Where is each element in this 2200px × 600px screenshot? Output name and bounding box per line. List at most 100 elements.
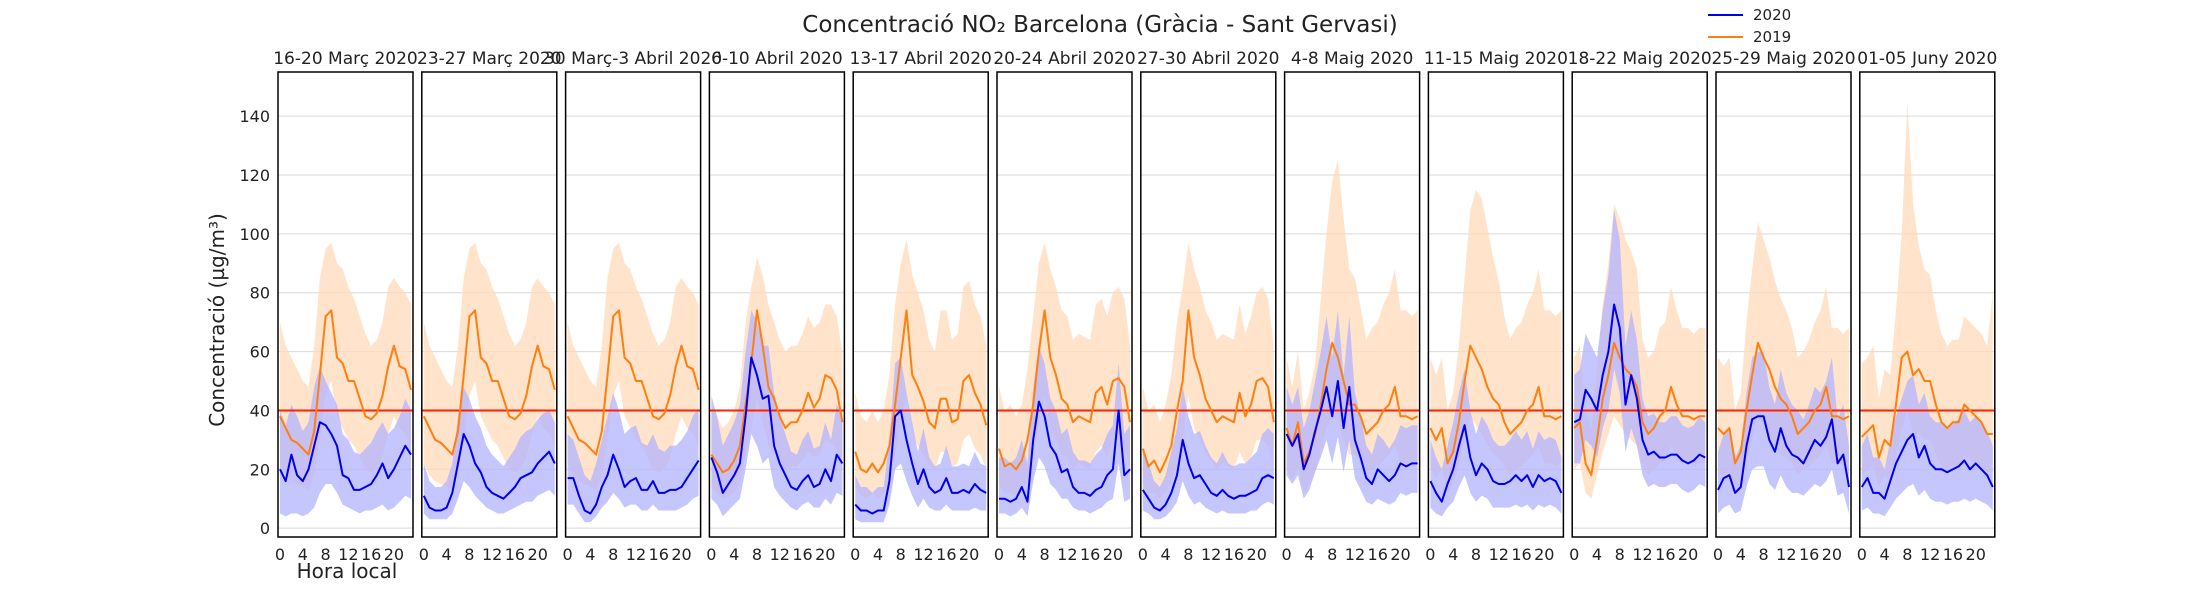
x-tick-label: 20 bbox=[1678, 545, 1698, 564]
x-tick-label: 20 bbox=[671, 545, 691, 564]
series-2020-line bbox=[1717, 415, 1850, 494]
band-2020 bbox=[855, 357, 987, 523]
panel-frame bbox=[708, 71, 846, 538]
x-tick-label: 16 bbox=[936, 545, 956, 564]
panel-title: 18-22 Maig 2020 bbox=[1568, 49, 1712, 69]
panel-frame bbox=[1283, 71, 1421, 538]
x-tick-label: 16 bbox=[649, 545, 669, 564]
x-tick-label: 4 bbox=[1448, 545, 1458, 564]
x-tick-label: 12 bbox=[770, 545, 790, 564]
x-tick-label: 20 bbox=[1966, 545, 1986, 564]
series-2019-line bbox=[1429, 344, 1562, 465]
plot-area bbox=[1572, 204, 1708, 499]
plot-area bbox=[1140, 242, 1276, 520]
x-tick-label: 16 bbox=[361, 545, 381, 564]
panel-title: 23-27 Març 2020 bbox=[417, 49, 562, 69]
x-tick-label: 0 bbox=[706, 545, 716, 564]
panel-title: 13-17 Abril 2020 bbox=[850, 49, 992, 69]
panel-frame bbox=[564, 71, 702, 538]
series-2020-line bbox=[1573, 303, 1706, 465]
panel-1: 0 4 8 12 16 20 16-20 Març 2020 bbox=[273, 49, 418, 564]
band-2019 bbox=[567, 242, 699, 490]
panel-title: 30 Març-3 Abril 2020 bbox=[544, 49, 722, 69]
legend: 2020 2019 bbox=[1708, 6, 1791, 46]
x-tick-label: 4 bbox=[1017, 545, 1027, 564]
x-tick-label: 12 bbox=[338, 545, 358, 564]
y-tick-label: 120 bbox=[239, 166, 270, 185]
panel-title: 16-20 Març 2020 bbox=[273, 49, 418, 69]
x-tick-label: 0 bbox=[563, 545, 573, 564]
legend-label: 2019 bbox=[1753, 28, 1791, 46]
band-2020 bbox=[1574, 210, 1706, 493]
x-tick-label: 12 bbox=[482, 545, 502, 564]
panel-frame bbox=[421, 71, 558, 538]
chart-title: Concentració NO₂ Barcelona (Gràcia - San… bbox=[802, 12, 1397, 38]
panel-frame bbox=[1140, 71, 1277, 538]
series-2019-line bbox=[1573, 341, 1706, 477]
x-tick-label: 16 bbox=[1799, 545, 1819, 564]
x-tick-label: 8 bbox=[1758, 545, 1768, 564]
x-tick-label: 16 bbox=[1368, 545, 1388, 564]
legend-item-2019: 2019 bbox=[1708, 28, 1791, 46]
x-tick-label: 16 bbox=[505, 545, 525, 564]
x-tick-label: 0 bbox=[1425, 545, 1435, 564]
series-2019-line bbox=[422, 309, 556, 456]
y-tick-label: 60 bbox=[250, 343, 270, 362]
x-tick-label: 0 bbox=[275, 545, 285, 564]
y-tick-label: 80 bbox=[250, 284, 270, 303]
x-tick-label: 0 bbox=[1713, 545, 1723, 564]
legend-item-2020: 2020 bbox=[1708, 6, 1791, 24]
x-tick-label: 0 bbox=[419, 545, 429, 564]
series-2020-line bbox=[854, 409, 987, 515]
panel-frame bbox=[277, 71, 414, 538]
series-2019-line bbox=[854, 309, 988, 474]
x-tick-label: 16 bbox=[1655, 545, 1675, 564]
x-tick-label: 20 bbox=[528, 545, 548, 564]
x-tick-label: 4 bbox=[1879, 545, 1889, 564]
plot-area bbox=[1428, 189, 1564, 517]
x-tick-label: 8 bbox=[464, 545, 474, 564]
x-tick-label: 4 bbox=[1304, 545, 1314, 564]
x-tick-label: 0 bbox=[1138, 545, 1148, 564]
y-axis-title: Concentració (µg/m³) bbox=[205, 213, 229, 427]
x-tick-label: 20 bbox=[959, 545, 979, 564]
x-tick-label: 20 bbox=[1534, 545, 1554, 564]
panel-frame bbox=[1427, 71, 1565, 538]
x-tick-label: 16 bbox=[1943, 545, 1963, 564]
series-2019-line bbox=[1141, 309, 1275, 474]
panel-2: 0 4 8 12 16 20 23-27 Març 2020 bbox=[417, 49, 562, 564]
plot-area bbox=[1284, 160, 1420, 505]
series-2020-line bbox=[1429, 424, 1563, 503]
plot-area bbox=[1716, 222, 1851, 514]
x-tick-label: 20 bbox=[1822, 545, 1842, 564]
plot-area bbox=[709, 257, 845, 517]
panel-11: 0 4 8 12 16 20 25-29 Maig 2020 bbox=[1711, 49, 1855, 564]
x-tick-label: 12 bbox=[913, 545, 933, 564]
x-tick-label: 4 bbox=[585, 545, 595, 564]
x-tick-label: 0 bbox=[994, 545, 1004, 564]
band-2019 bbox=[423, 242, 555, 490]
series-2020-line bbox=[999, 400, 1131, 503]
panel-frame bbox=[1715, 71, 1852, 538]
band-2020 bbox=[280, 366, 411, 517]
x-tick-label: 0 bbox=[1569, 545, 1579, 564]
series-2019-line bbox=[1717, 341, 1850, 465]
y-tick-label: 40 bbox=[250, 401, 270, 420]
x-tick-label: 8 bbox=[1183, 545, 1193, 564]
x-tick-label: 12 bbox=[1632, 545, 1652, 564]
x-tick-label: 8 bbox=[752, 545, 762, 564]
x-tick-label: 20 bbox=[815, 545, 835, 564]
series-2020-line bbox=[1285, 380, 1418, 485]
series-2020-line bbox=[567, 453, 700, 515]
panel-12: 0 4 8 12 16 20 01-05 Juny 2020 bbox=[1857, 49, 1998, 564]
series-2020-line bbox=[1860, 433, 1994, 500]
x-tick-label: 12 bbox=[1489, 545, 1509, 564]
x-tick-label: 8 bbox=[320, 545, 330, 564]
band-2020 bbox=[1718, 351, 1849, 514]
x-tick-label: 16 bbox=[1080, 545, 1100, 564]
x-tick-label: 4 bbox=[1592, 545, 1602, 564]
